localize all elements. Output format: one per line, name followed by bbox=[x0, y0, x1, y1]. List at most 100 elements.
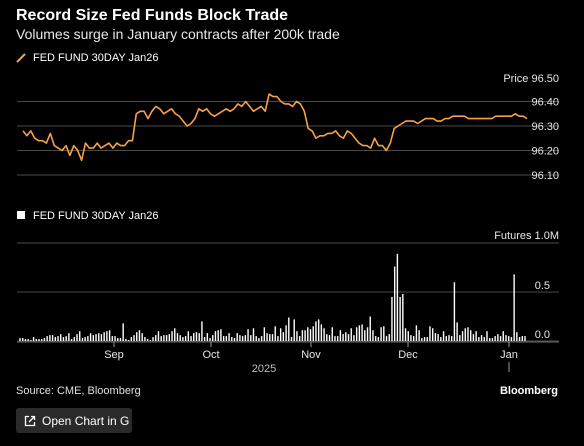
volume-bar bbox=[293, 319, 295, 341]
volume-bar bbox=[374, 336, 377, 341]
volume-bar bbox=[445, 336, 447, 341]
volume-bar bbox=[258, 338, 260, 341]
volume-bar bbox=[328, 335, 331, 341]
volume-bar bbox=[315, 321, 317, 341]
volume-bar bbox=[423, 337, 426, 341]
volume-bar bbox=[383, 326, 385, 341]
volume-bar bbox=[231, 337, 233, 341]
volume-bar bbox=[410, 335, 412, 341]
price-tick-label: 96.40 bbox=[531, 97, 559, 109]
volume-bar bbox=[133, 335, 135, 341]
x-tick-label: Sep bbox=[104, 349, 124, 361]
price-legend-label: FED FUND 30DAY Jan26 bbox=[33, 52, 159, 64]
volume-bar bbox=[342, 334, 344, 341]
volume-bar bbox=[233, 338, 236, 341]
volume-bar bbox=[312, 326, 314, 341]
volume-bar bbox=[412, 336, 415, 341]
volume-bar bbox=[483, 337, 485, 341]
volume-bar bbox=[470, 330, 472, 341]
volume-bar bbox=[160, 336, 162, 341]
volume-bar bbox=[195, 332, 198, 341]
volume-bar bbox=[201, 321, 203, 341]
volume-bar bbox=[323, 328, 325, 341]
volume-bar bbox=[298, 336, 301, 341]
volume-bar bbox=[206, 333, 209, 341]
volume-bar bbox=[54, 337, 56, 341]
volume-bar bbox=[442, 331, 445, 341]
volume-bar bbox=[277, 336, 279, 341]
volume-bar bbox=[274, 326, 276, 341]
volume-legend: FED FUND 30DAY Jan26 bbox=[17, 210, 159, 222]
volume-bar bbox=[391, 296, 393, 341]
volume-bar bbox=[76, 334, 78, 341]
price-tick-label: 96.30 bbox=[531, 121, 559, 133]
volume-bar bbox=[421, 338, 423, 341]
volume-bar bbox=[228, 333, 230, 341]
open-chart-button[interactable]: Open Chart in G bbox=[16, 408, 132, 433]
volume-bar bbox=[60, 334, 62, 341]
volume-bar bbox=[345, 332, 347, 341]
volume-bar bbox=[456, 322, 458, 341]
volume-bar bbox=[380, 327, 382, 341]
volume-bar bbox=[87, 336, 89, 341]
volume-bar bbox=[426, 337, 428, 341]
volume-bar bbox=[146, 339, 149, 341]
volume-bar bbox=[155, 335, 157, 341]
volume-grid bbox=[17, 242, 559, 342]
volume-bar bbox=[461, 331, 464, 341]
volume-bar bbox=[388, 334, 390, 341]
x-tick-label: Jan bbox=[500, 349, 518, 361]
volume-bar bbox=[89, 333, 92, 341]
volume-bar bbox=[347, 334, 350, 341]
volume-bar bbox=[250, 335, 252, 341]
volume-bar bbox=[187, 331, 190, 341]
volume-bar bbox=[279, 328, 282, 341]
volume-bar bbox=[176, 333, 179, 341]
price-tick-label: 96.10 bbox=[531, 170, 559, 182]
volume-bar bbox=[263, 327, 266, 341]
volume-bar bbox=[62, 337, 65, 341]
volume-bar bbox=[307, 327, 309, 341]
volume-bar bbox=[260, 336, 263, 341]
volume-bar bbox=[369, 316, 371, 341]
volume-bar bbox=[450, 336, 453, 341]
volume-bar bbox=[524, 336, 526, 341]
volume-bar bbox=[84, 337, 86, 341]
volume-bar bbox=[377, 337, 380, 341]
volume-bar bbox=[317, 319, 320, 341]
volume-bar bbox=[217, 330, 219, 341]
chart-title: Record Size Fed Funds Block Trade bbox=[16, 7, 289, 24]
volume-bar bbox=[182, 337, 184, 341]
volume-bar bbox=[136, 332, 138, 341]
volume-bar bbox=[95, 334, 97, 341]
volume-bar bbox=[399, 296, 401, 341]
volume-bar bbox=[355, 327, 358, 341]
volume-bar bbox=[459, 335, 461, 341]
volume-bar bbox=[499, 336, 502, 341]
volume-bar bbox=[440, 337, 442, 341]
volume-bar bbox=[358, 325, 361, 341]
volume-bar bbox=[122, 323, 124, 341]
volume-bar bbox=[157, 331, 160, 341]
volume-bar bbox=[339, 330, 342, 341]
volume-bar bbox=[513, 274, 515, 341]
chart-subtitle: Volumes surge in January contracts after… bbox=[16, 26, 340, 42]
volume-bar bbox=[415, 325, 418, 341]
volume-bar bbox=[141, 333, 143, 341]
x-tick-label: Dec bbox=[398, 349, 418, 361]
price-axis-title: Price 96.50 bbox=[503, 73, 559, 85]
volume-bar bbox=[334, 336, 336, 341]
price-tick-label: 96.20 bbox=[531, 146, 559, 158]
bloomberg-logo: Bloomberg bbox=[499, 385, 558, 397]
volume-bar bbox=[434, 333, 437, 341]
volume-bar bbox=[269, 334, 271, 341]
volume-tick-label: 0.0 bbox=[535, 329, 550, 341]
volume-bar bbox=[73, 337, 75, 341]
volume-bars bbox=[19, 253, 526, 341]
volume-bar bbox=[518, 337, 521, 341]
volume-bar bbox=[296, 331, 298, 341]
volume-bar bbox=[353, 335, 355, 341]
volume-bar bbox=[193, 333, 195, 341]
volume-bar bbox=[309, 329, 312, 341]
price-series-line bbox=[22, 93, 528, 162]
